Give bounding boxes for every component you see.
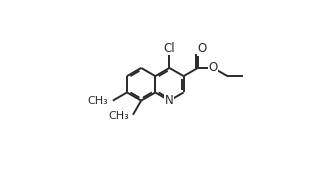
Text: O: O (197, 42, 207, 55)
Text: N: N (165, 94, 174, 107)
Text: O: O (209, 61, 218, 74)
Text: Cl: Cl (164, 42, 175, 55)
Text: CH₃: CH₃ (88, 96, 108, 106)
Text: CH₃: CH₃ (108, 111, 129, 121)
